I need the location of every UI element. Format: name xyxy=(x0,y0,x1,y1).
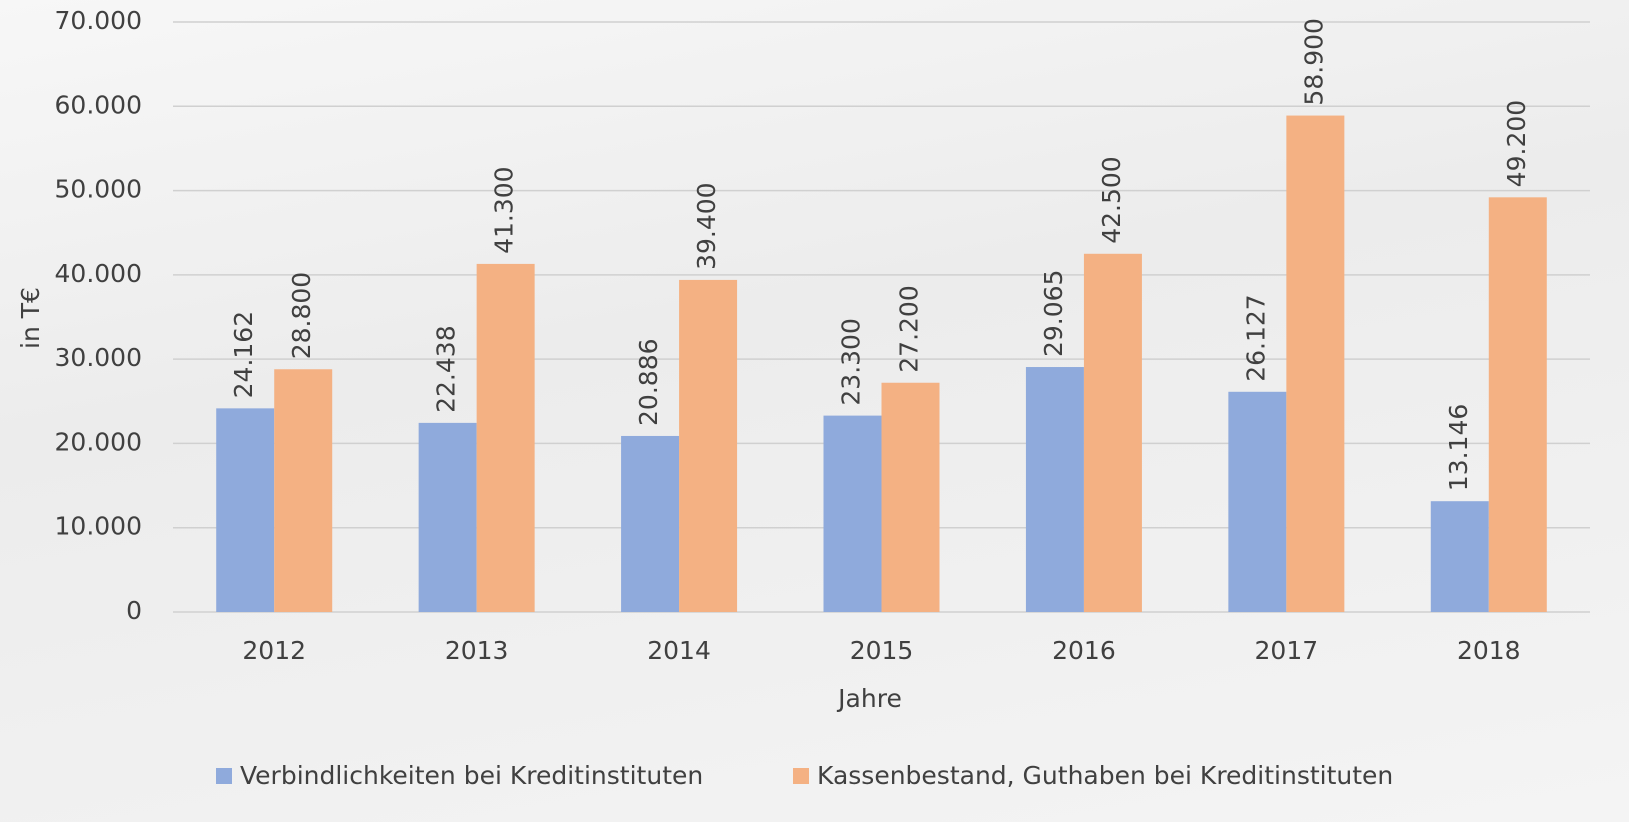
y-tick-label: 10.000 xyxy=(55,512,142,541)
data-label: 39.400 xyxy=(692,182,721,269)
legend-swatch xyxy=(216,768,232,784)
data-label: 42.500 xyxy=(1097,156,1126,243)
x-axis-title: Jahre xyxy=(836,684,902,713)
bar xyxy=(621,435,680,612)
bar xyxy=(418,422,477,612)
x-tick-label: 2012 xyxy=(242,636,306,665)
y-tick-label: 20.000 xyxy=(55,427,142,456)
y-tick-label: 50.000 xyxy=(55,175,142,204)
data-label: 58.900 xyxy=(1299,18,1328,105)
bar xyxy=(823,415,882,612)
bar xyxy=(476,263,535,612)
bar xyxy=(274,369,333,612)
data-label: 27.200 xyxy=(895,285,924,372)
legend-label: Verbindlichkeiten bei Kreditinstituten xyxy=(240,761,703,790)
legend-swatch xyxy=(793,768,809,784)
y-tick-label: 40.000 xyxy=(55,259,142,288)
bar xyxy=(1488,197,1547,613)
data-label: 13.146 xyxy=(1444,404,1473,491)
data-label: 41.300 xyxy=(490,166,519,253)
data-label: 20.886 xyxy=(634,338,663,425)
bar xyxy=(1228,391,1287,612)
y-tick-label: 30.000 xyxy=(55,343,142,372)
data-label: 26.127 xyxy=(1241,294,1270,381)
bar xyxy=(881,382,940,612)
bar xyxy=(679,279,738,612)
data-label: 49.200 xyxy=(1502,100,1531,187)
x-tick-label: 2015 xyxy=(850,636,914,665)
bar xyxy=(1430,501,1489,612)
data-label: 28.800 xyxy=(287,272,316,359)
y-axis-title: in T€ xyxy=(16,287,45,349)
bar xyxy=(1025,367,1084,612)
bar xyxy=(216,408,275,612)
x-tick-label: 2017 xyxy=(1255,636,1319,665)
y-tick-label: 70.000 xyxy=(55,6,142,35)
data-label: 24.162 xyxy=(229,311,258,398)
data-label: 22.438 xyxy=(432,325,461,412)
data-label: 23.300 xyxy=(837,318,866,405)
legend-label: Kassenbestand, Guthaben bei Kreditinstit… xyxy=(817,761,1393,790)
bar xyxy=(1286,115,1345,613)
x-tick-label: 2013 xyxy=(445,636,509,665)
y-tick-label: 60.000 xyxy=(55,90,142,119)
x-tick-label: 2018 xyxy=(1457,636,1521,665)
y-tick-label: 0 xyxy=(126,596,142,625)
data-label: 29.065 xyxy=(1039,270,1068,357)
bar xyxy=(1083,253,1142,613)
x-tick-label: 2016 xyxy=(1052,636,1116,665)
x-tick-label: 2014 xyxy=(647,636,711,665)
